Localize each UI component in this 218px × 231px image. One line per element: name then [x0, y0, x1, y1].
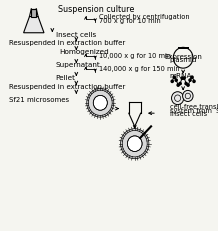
Text: Expression: Expression — [164, 54, 202, 60]
Circle shape — [171, 80, 173, 82]
Circle shape — [181, 77, 183, 79]
Circle shape — [183, 77, 185, 79]
Text: Sf21 microsomes: Sf21 microsomes — [9, 97, 69, 103]
Circle shape — [175, 79, 177, 81]
Circle shape — [177, 84, 179, 86]
Text: plasmid: plasmid — [169, 57, 197, 63]
Text: Resuspended in extraction buffer: Resuspended in extraction buffer — [9, 84, 125, 90]
Circle shape — [93, 95, 107, 110]
Circle shape — [127, 136, 142, 152]
Text: system from  Sf21: system from Sf21 — [170, 108, 218, 114]
Text: Collected by centrifugation: Collected by centrifugation — [99, 14, 190, 20]
Circle shape — [185, 82, 187, 85]
Circle shape — [172, 92, 184, 105]
Text: cell-free translation: cell-free translation — [170, 104, 218, 110]
Circle shape — [183, 90, 193, 101]
Text: Supernatant: Supernatant — [56, 62, 100, 68]
Circle shape — [189, 79, 191, 81]
Circle shape — [173, 76, 175, 78]
Text: Insect cells: Insect cells — [56, 32, 96, 38]
Text: Homogenized: Homogenized — [59, 49, 109, 55]
Circle shape — [121, 129, 149, 159]
Circle shape — [187, 84, 189, 86]
Circle shape — [179, 82, 181, 85]
Text: Suspension culture: Suspension culture — [58, 5, 134, 14]
Text: Pellet: Pellet — [56, 75, 76, 81]
Polygon shape — [31, 9, 36, 17]
Text: 140,000 x g for 150 min: 140,000 x g for 150 min — [99, 66, 179, 72]
FancyBboxPatch shape — [178, 47, 189, 49]
Circle shape — [193, 80, 195, 82]
Text: mRNA: mRNA — [169, 73, 191, 79]
Text: 10,000 x g for 10 min: 10,000 x g for 10 min — [99, 53, 171, 59]
Text: 700 x g for 10 min: 700 x g for 10 min — [99, 18, 161, 24]
Text: insect cells: insect cells — [170, 111, 207, 117]
Polygon shape — [24, 17, 44, 33]
Circle shape — [191, 76, 193, 78]
Circle shape — [87, 88, 114, 117]
Text: Resuspended in extraction buffer: Resuspended in extraction buffer — [9, 40, 125, 46]
